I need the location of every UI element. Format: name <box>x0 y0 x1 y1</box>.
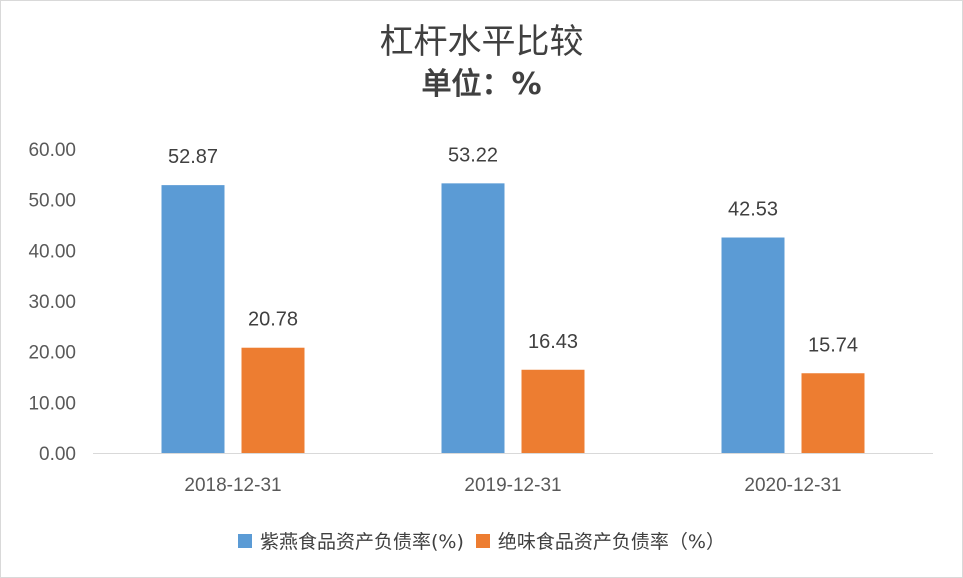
bar-series-2 <box>521 369 585 453</box>
bar-series-1 <box>161 185 225 453</box>
x-tick-label: 2019-12-31 <box>464 475 561 496</box>
bar-series-2 <box>801 373 865 453</box>
data-label: 52.87 <box>168 146 218 168</box>
chart-title-block: 杠杆水平比较 单位：% <box>1 19 962 105</box>
y-tick-label: 40.00 <box>28 241 76 262</box>
y-tick-label: 60.00 <box>28 140 76 161</box>
legend-swatch-series-2 <box>475 533 490 548</box>
data-label: 42.53 <box>728 199 778 221</box>
legend-swatch-series-1 <box>238 533 253 548</box>
y-tick-label: 50.00 <box>28 191 76 212</box>
chart-subtitle: 单位：% <box>421 67 542 102</box>
y-tick-label: 0.00 <box>39 444 76 465</box>
bar-series-1 <box>721 237 785 453</box>
x-tick-label: 2020-12-31 <box>744 475 841 496</box>
y-tick-label: 20.00 <box>28 343 76 364</box>
data-label: 53.22 <box>448 144 498 166</box>
x-tick-label: 2018-12-31 <box>184 475 281 496</box>
legend: 紫燕食品资产负债率(%) 绝味食品资产负债率（%） <box>1 527 962 554</box>
y-tick-label: 10.00 <box>28 393 76 414</box>
legend-label-series-2: 绝味食品资产负债率（%） <box>497 531 725 553</box>
data-label: 15.74 <box>808 334 858 356</box>
legend-label-series-1: 紫燕食品资产负债率(%) <box>260 531 464 553</box>
data-label: 20.78 <box>248 309 298 331</box>
bar-series-2 <box>241 347 305 453</box>
legend-item-series-2: 绝味食品资产负债率（%） <box>475 527 725 554</box>
y-tick-label: 30.00 <box>28 292 76 313</box>
data-label: 16.43 <box>528 331 578 353</box>
chart-title: 杠杆水平比较 <box>379 22 584 62</box>
bar-series-1 <box>441 183 505 454</box>
legend-item-series-1: 紫燕食品资产负债率(%) <box>238 527 464 554</box>
